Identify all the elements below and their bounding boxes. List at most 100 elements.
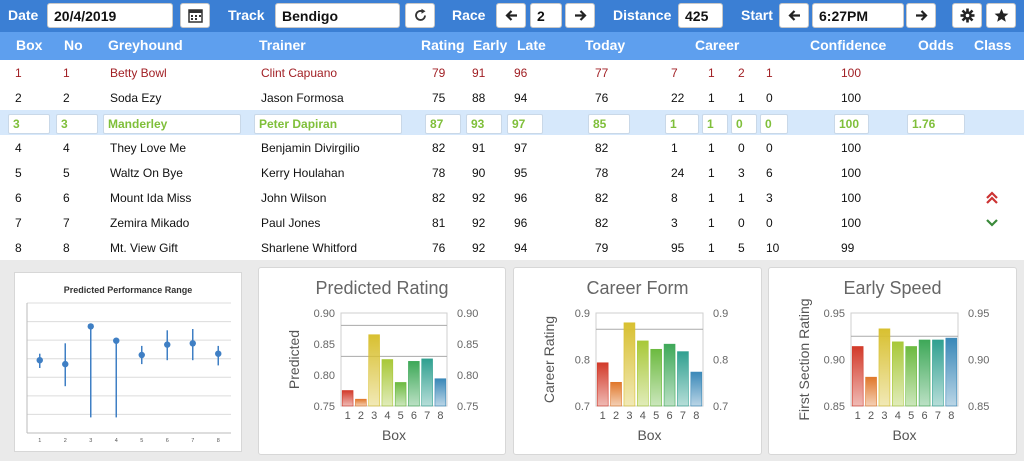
cell-today: 85 (588, 114, 630, 134)
cell-confidence: 100 (841, 191, 862, 205)
col-no[interactable]: No (64, 37, 83, 53)
bar (677, 351, 689, 407)
x-tick-label: 6 (667, 410, 673, 422)
cell-no: 3 (56, 114, 98, 134)
x-tick-label: 3 (371, 410, 377, 422)
bar (663, 343, 676, 407)
col-career[interactable]: Career (695, 37, 740, 53)
cell-rating: 81 (432, 216, 446, 230)
x-tick-label: 6 (411, 410, 417, 422)
table-row[interactable]: 7 7 Zemira Mikado Paul Jones 81 92 96 82… (0, 210, 1024, 235)
y-tick-label: 0.9 (575, 308, 590, 320)
y-tick-label-right: 0.95 (968, 308, 989, 320)
x-tick-label: 7 (935, 410, 941, 422)
cell-career-1: 22 (671, 91, 685, 105)
x-tick-label: 7 (191, 438, 194, 444)
x-tick-label: 1 (855, 410, 861, 422)
distance-field[interactable]: 425 (678, 3, 723, 28)
prev-start-button[interactable] (779, 3, 809, 28)
table-row[interactable]: 2 2 Soda Ezy Jason Formosa 75 88 94 76 2… (0, 85, 1024, 110)
table-row[interactable]: 6 6 Mount Ida Miss John Wilson 82 92 96 … (0, 185, 1024, 210)
table-header: Box No Greyhound Trainer Rating Early La… (0, 32, 1024, 60)
cell-no: 1 (63, 66, 70, 80)
cell-rating: 76 (432, 241, 446, 255)
chart-title: Predicted Performance Range (63, 285, 193, 295)
refresh-button[interactable] (405, 3, 435, 28)
next-start-button[interactable] (906, 3, 936, 28)
bar (851, 346, 864, 407)
x-tick-label: 8 (948, 410, 954, 422)
prev-race-button[interactable] (496, 3, 526, 28)
cell-career-2: 1 (708, 91, 715, 105)
cell-career-2: 1 (708, 216, 715, 230)
table-row[interactable]: 1 1 Betty Bowl Clint Capuano 79 91 96 77… (0, 60, 1024, 85)
cell-early: 91 (472, 66, 486, 80)
col-rating[interactable]: Rating (421, 37, 465, 53)
col-today[interactable]: Today (585, 37, 626, 53)
plot-frame (595, 312, 704, 407)
x-tick-label: 7 (680, 410, 686, 422)
cell-rating: 78 (432, 166, 446, 180)
table-row[interactable]: 8 8 Mt. View Gift Sharlene Whitford 76 9… (0, 235, 1024, 260)
x-tick-label: 5 (398, 410, 404, 422)
star-icon (994, 8, 1009, 22)
next-race-button[interactable] (565, 3, 595, 28)
cell-greyhound: Betty Bowl (110, 66, 167, 80)
cell-trainer: Clint Capuano (261, 66, 338, 80)
x-tick-label: 2 (868, 410, 874, 422)
cell-trainer: Kerry Houlahan (261, 166, 345, 180)
cell-greyhound: Zemira Mikado (110, 216, 190, 230)
double-chevron-up-icon[interactable] (985, 191, 999, 205)
y-tick-label-right: 0.9 (713, 308, 728, 320)
data-point (138, 351, 145, 359)
col-box[interactable]: Box (16, 37, 43, 53)
x-tick-label: 7 (424, 410, 430, 422)
y-tick-label: 0.85 (824, 401, 845, 413)
cell-box: 2 (15, 91, 22, 105)
y-axis-label: Career Rating (541, 316, 557, 403)
cell-confidence: 100 (841, 91, 862, 105)
cell-box: 1 (15, 66, 22, 80)
x-tick-label: 6 (922, 410, 928, 422)
chevron-down-icon[interactable] (985, 216, 999, 230)
data-point (164, 341, 171, 348)
cell-career-4: 0 (766, 216, 773, 230)
race-field[interactable]: 2 (530, 3, 562, 28)
col-class[interactable]: Class (974, 37, 1012, 53)
x-tick-label: 2 (358, 410, 364, 422)
col-late[interactable]: Late (517, 37, 546, 53)
bar (434, 378, 447, 407)
cell-rating: 87 (425, 114, 461, 134)
col-greyhound[interactable]: Greyhound (108, 37, 183, 53)
cell-no: 5 (63, 166, 70, 180)
y-tick-label: 0.75 (314, 401, 335, 413)
start-field[interactable]: 6:27PM (812, 3, 904, 28)
cell-confidence: 100 (834, 114, 869, 134)
chart-title: Early Speed (843, 278, 942, 298)
table-row[interactable]: 4 4 They Love Me Benjamin Divirgilio 82 … (0, 135, 1024, 160)
y-tick-label: 0.90 (314, 308, 335, 320)
cell-box: 4 (15, 141, 22, 155)
table-row[interactable]: 5 5 Waltz On Bye Kerry Houlahan 78 90 95… (0, 160, 1024, 185)
cell-greyhound: Mount Ida Miss (110, 191, 192, 205)
settings-button[interactable] (952, 3, 982, 28)
favorite-button[interactable] (986, 3, 1016, 28)
cell-career-3: 0 (738, 216, 745, 230)
col-confidence[interactable]: Confidence (810, 37, 887, 53)
x-tick-label: 1 (345, 410, 351, 422)
cell-greyhound: Soda Ezy (110, 91, 162, 105)
col-trainer[interactable]: Trainer (259, 37, 306, 53)
table-row-selected[interactable]: 3 3 Manderley Peter Dapiran 87 93 97 85 … (0, 110, 1024, 135)
date-field[interactable]: 20/4/2019 (47, 3, 173, 28)
track-field[interactable]: Bendigo (275, 3, 400, 28)
x-tick-label: 1 (600, 410, 606, 422)
col-early[interactable]: Early (473, 37, 508, 53)
col-odds[interactable]: Odds (918, 37, 954, 53)
cell-career-3: 1 (738, 91, 745, 105)
x-tick-label: 5 (908, 410, 914, 422)
x-axis-label: Box (382, 427, 406, 443)
cell-no: 8 (63, 241, 70, 255)
calendar-button[interactable] (180, 3, 210, 28)
y-tick-label: 0.8 (575, 355, 590, 367)
bar (892, 341, 904, 407)
